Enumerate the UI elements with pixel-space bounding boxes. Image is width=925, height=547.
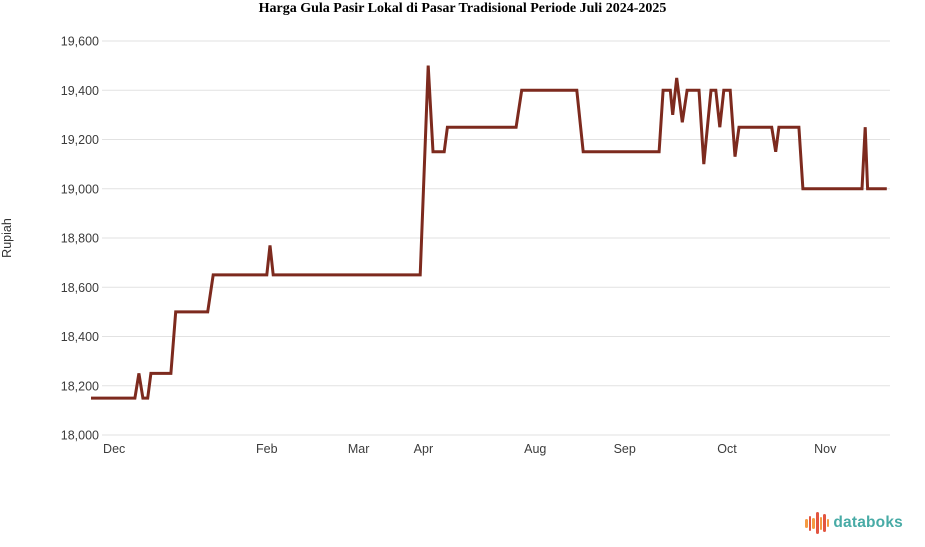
y-tick-label: 18,000 [61,429,99,443]
y-tick-label: 18,600 [61,281,99,295]
x-tick-label: Nov [814,442,837,456]
logo-bar [815,512,819,534]
y-tick-label: 19,000 [61,182,99,196]
y-tick-label: 18,800 [61,232,99,246]
price-line [91,65,887,400]
databoks-wordmark: databoks [833,514,903,531]
y-tick-label: 19,400 [61,84,99,98]
x-tick-label: Feb [256,442,278,456]
y-tick-label: 18,200 [61,379,99,393]
x-tick-label: Sep [614,442,636,456]
logo-bar [826,519,830,527]
x-tick-label: Mar [348,442,370,456]
y-tick-label: 19,200 [61,133,99,147]
logo-bar [812,517,815,529]
x-tick-label: Oct [717,442,737,456]
chart-title: Harga Gula Pasir Lokal di Pasar Tradisio… [258,1,667,16]
logo-bar [819,516,823,530]
y-tick-label: 19,600 [61,35,99,49]
logo-bar [805,518,808,528]
y-tick-label: 18,400 [61,330,99,344]
databoks-logo-icon [805,511,830,535]
logo-bar [823,514,826,532]
databoks-logo: databoks [805,510,903,536]
x-tick-label: Apr [414,442,433,456]
x-tick-label: Dec [103,442,125,456]
x-tick-label: Aug [524,442,546,456]
logo-bar [808,515,812,531]
